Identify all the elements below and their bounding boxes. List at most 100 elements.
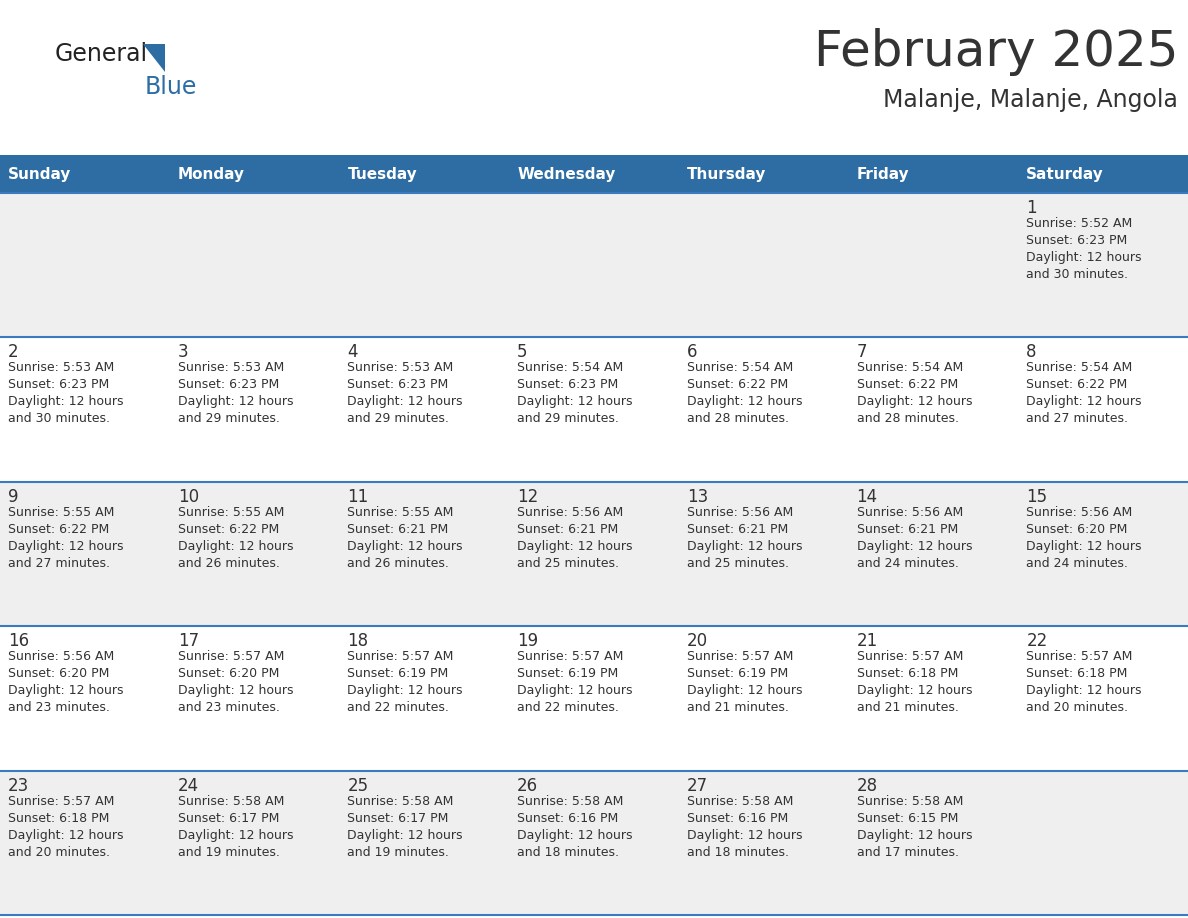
Text: Sunset: 6:21 PM: Sunset: 6:21 PM: [687, 522, 788, 536]
Text: and 26 minutes.: and 26 minutes.: [347, 557, 449, 570]
Text: and 25 minutes.: and 25 minutes.: [687, 557, 789, 570]
Text: Daylight: 12 hours: Daylight: 12 hours: [178, 540, 293, 553]
Text: Sunset: 6:19 PM: Sunset: 6:19 PM: [687, 667, 788, 680]
Text: Sunset: 6:18 PM: Sunset: 6:18 PM: [8, 812, 109, 824]
Text: Sunset: 6:23 PM: Sunset: 6:23 PM: [1026, 234, 1127, 247]
Text: Sunrise: 5:54 AM: Sunrise: 5:54 AM: [857, 362, 962, 375]
Text: Sunrise: 5:54 AM: Sunrise: 5:54 AM: [687, 362, 794, 375]
Text: Daylight: 12 hours: Daylight: 12 hours: [347, 829, 463, 842]
Text: 2: 2: [8, 343, 19, 362]
Text: 22: 22: [1026, 633, 1048, 650]
Text: 21: 21: [857, 633, 878, 650]
Text: and 17 minutes.: and 17 minutes.: [857, 845, 959, 858]
Text: 23: 23: [8, 777, 30, 795]
Text: Monday: Monday: [178, 166, 245, 182]
Text: Sunrise: 5:53 AM: Sunrise: 5:53 AM: [347, 362, 454, 375]
Text: February 2025: February 2025: [814, 28, 1178, 76]
Bar: [0, 155, 170, 193]
Text: Blue: Blue: [145, 75, 197, 99]
Text: and 29 minutes.: and 29 minutes.: [347, 412, 449, 425]
Text: and 30 minutes.: and 30 minutes.: [8, 412, 110, 425]
Text: and 29 minutes.: and 29 minutes.: [178, 412, 279, 425]
Text: Sunrise: 5:56 AM: Sunrise: 5:56 AM: [1026, 506, 1132, 519]
Text: Daylight: 12 hours: Daylight: 12 hours: [347, 540, 463, 553]
Text: Sunrise: 5:55 AM: Sunrise: 5:55 AM: [8, 506, 114, 519]
Text: 10: 10: [178, 487, 198, 506]
Text: Sunrise: 5:53 AM: Sunrise: 5:53 AM: [178, 362, 284, 375]
Text: and 18 minutes.: and 18 minutes.: [517, 845, 619, 858]
Text: Sunset: 6:21 PM: Sunset: 6:21 PM: [347, 522, 449, 536]
Text: 13: 13: [687, 487, 708, 506]
Text: Daylight: 12 hours: Daylight: 12 hours: [687, 540, 802, 553]
Bar: [340, 155, 510, 193]
Text: Tuesday: Tuesday: [347, 166, 417, 182]
Text: and 28 minutes.: and 28 minutes.: [857, 412, 959, 425]
Text: Sunset: 6:15 PM: Sunset: 6:15 PM: [857, 812, 958, 824]
Text: 19: 19: [517, 633, 538, 650]
Text: and 18 minutes.: and 18 minutes.: [687, 845, 789, 858]
Text: Sunrise: 5:55 AM: Sunrise: 5:55 AM: [178, 506, 284, 519]
Text: Friday: Friday: [857, 166, 909, 182]
Text: and 24 minutes.: and 24 minutes.: [1026, 557, 1129, 570]
Text: Sunrise: 5:57 AM: Sunrise: 5:57 AM: [347, 650, 454, 663]
Text: Daylight: 12 hours: Daylight: 12 hours: [1026, 684, 1142, 697]
Text: Saturday: Saturday: [1026, 166, 1104, 182]
Text: Sunset: 6:22 PM: Sunset: 6:22 PM: [8, 522, 109, 536]
Bar: [0, 770, 1188, 915]
Text: Daylight: 12 hours: Daylight: 12 hours: [8, 396, 124, 409]
Text: and 28 minutes.: and 28 minutes.: [687, 412, 789, 425]
Text: Sunrise: 5:56 AM: Sunrise: 5:56 AM: [857, 506, 962, 519]
Text: and 23 minutes.: and 23 minutes.: [8, 701, 109, 714]
Text: and 26 minutes.: and 26 minutes.: [178, 557, 279, 570]
Text: and 24 minutes.: and 24 minutes.: [857, 557, 959, 570]
Bar: [1018, 155, 1188, 193]
Text: Wednesday: Wednesday: [517, 166, 615, 182]
Text: Sunset: 6:19 PM: Sunset: 6:19 PM: [517, 667, 619, 680]
Text: 7: 7: [857, 343, 867, 362]
Text: 6: 6: [687, 343, 697, 362]
Text: Sunrise: 5:57 AM: Sunrise: 5:57 AM: [178, 650, 284, 663]
Text: Sunset: 6:22 PM: Sunset: 6:22 PM: [1026, 378, 1127, 391]
Text: Daylight: 12 hours: Daylight: 12 hours: [178, 829, 293, 842]
Text: and 19 minutes.: and 19 minutes.: [347, 845, 449, 858]
Text: Sunday: Sunday: [8, 166, 71, 182]
Text: Sunset: 6:21 PM: Sunset: 6:21 PM: [517, 522, 619, 536]
Text: Sunset: 6:22 PM: Sunset: 6:22 PM: [178, 522, 279, 536]
Text: and 30 minutes.: and 30 minutes.: [1026, 268, 1129, 281]
Text: and 27 minutes.: and 27 minutes.: [8, 557, 110, 570]
Text: Sunrise: 5:54 AM: Sunrise: 5:54 AM: [517, 362, 624, 375]
Text: 20: 20: [687, 633, 708, 650]
Text: 26: 26: [517, 777, 538, 795]
Text: Daylight: 12 hours: Daylight: 12 hours: [517, 540, 633, 553]
Text: Sunset: 6:16 PM: Sunset: 6:16 PM: [517, 812, 619, 824]
Text: Daylight: 12 hours: Daylight: 12 hours: [8, 829, 124, 842]
Text: and 29 minutes.: and 29 minutes.: [517, 412, 619, 425]
Text: Daylight: 12 hours: Daylight: 12 hours: [8, 540, 124, 553]
Text: Sunset: 6:22 PM: Sunset: 6:22 PM: [687, 378, 788, 391]
Text: Sunset: 6:22 PM: Sunset: 6:22 PM: [857, 378, 958, 391]
Text: Malanje, Malanje, Angola: Malanje, Malanje, Angola: [883, 88, 1178, 112]
Text: Sunrise: 5:58 AM: Sunrise: 5:58 AM: [178, 795, 284, 808]
Text: 14: 14: [857, 487, 878, 506]
Text: 3: 3: [178, 343, 189, 362]
Text: Sunrise: 5:56 AM: Sunrise: 5:56 AM: [517, 506, 624, 519]
Text: Sunrise: 5:54 AM: Sunrise: 5:54 AM: [1026, 362, 1132, 375]
Text: and 20 minutes.: and 20 minutes.: [8, 845, 110, 858]
Text: Sunrise: 5:53 AM: Sunrise: 5:53 AM: [8, 362, 114, 375]
Text: 15: 15: [1026, 487, 1048, 506]
Text: Sunset: 6:20 PM: Sunset: 6:20 PM: [1026, 522, 1127, 536]
Text: Sunset: 6:23 PM: Sunset: 6:23 PM: [8, 378, 109, 391]
Text: Sunrise: 5:57 AM: Sunrise: 5:57 AM: [1026, 650, 1132, 663]
Text: Daylight: 12 hours: Daylight: 12 hours: [1026, 396, 1142, 409]
Text: Daylight: 12 hours: Daylight: 12 hours: [687, 684, 802, 697]
Text: Daylight: 12 hours: Daylight: 12 hours: [178, 684, 293, 697]
Text: Daylight: 12 hours: Daylight: 12 hours: [857, 829, 972, 842]
Text: Sunset: 6:19 PM: Sunset: 6:19 PM: [347, 667, 449, 680]
Text: and 22 minutes.: and 22 minutes.: [347, 701, 449, 714]
Text: Sunset: 6:16 PM: Sunset: 6:16 PM: [687, 812, 788, 824]
Text: Sunset: 6:17 PM: Sunset: 6:17 PM: [178, 812, 279, 824]
Text: and 19 minutes.: and 19 minutes.: [178, 845, 279, 858]
Text: Sunrise: 5:58 AM: Sunrise: 5:58 AM: [517, 795, 624, 808]
Text: 28: 28: [857, 777, 878, 795]
Text: Daylight: 12 hours: Daylight: 12 hours: [1026, 251, 1142, 264]
